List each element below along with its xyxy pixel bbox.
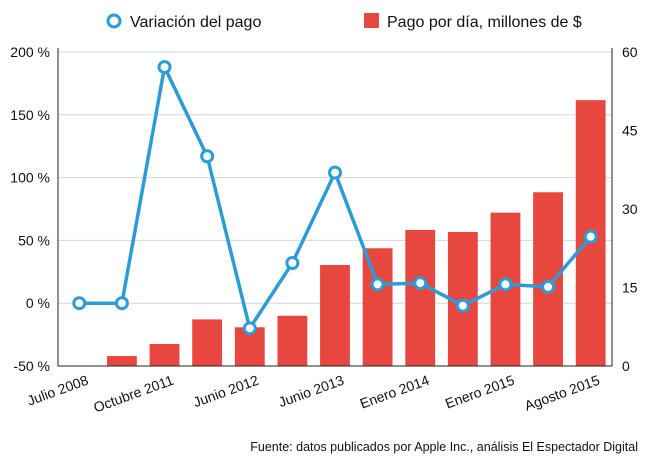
line-point-10 [498,277,513,292]
legend-line-marker [106,13,122,29]
x-tick-label-2: Octubre 2011 [91,372,175,416]
source-note: Fuente: datos publicados por Apple Inc.,… [250,440,638,454]
legend-bar-swatch [364,13,379,28]
bar-11 [533,192,563,366]
line-point-9 [455,298,470,313]
left-tick-label-4: 150 % [10,107,50,123]
right-tick-label-3: 45 [622,123,638,139]
line-point-2 [157,60,172,75]
line-point-8 [413,276,428,291]
bar-2 [149,344,180,366]
bar-8 [405,229,436,366]
bar-6 [320,264,350,366]
right-tick-label-1: 15 [622,280,638,296]
right-tick-label-2: 30 [622,201,638,217]
line-point-4 [242,321,257,336]
bar-7 [362,248,393,366]
line-point-1 [114,296,129,311]
legend-bar-label: Pago por día, millones de $ [387,14,582,31]
left-tick-label-3: 100 % [10,170,50,186]
x-tick-label-4: Junio 2012 [191,372,261,411]
x-tick-label-8: Enero 2014 [358,372,432,412]
left-tick-label-2: 50 % [18,232,50,248]
axes [57,48,613,367]
left-tick-label-1: 0 % [26,295,50,311]
x-tick-label-0: Julio 2008 [25,372,91,409]
bar-5 [277,315,308,366]
legend: Variación del pago Pago por día, millone… [106,13,582,31]
x-axis-ticks: Julio 2008 Octubre 2011 Junio 2012 Junio 20… [25,372,602,416]
x-tick-label-12: Agosto 2015 [522,372,602,414]
bar-3 [192,319,223,366]
x-tick-label-6: Junio 2013 [276,372,346,411]
x-tick-label-10: Enero 2015 [443,372,517,412]
line-point-12 [583,229,598,244]
line-point-7 [370,277,385,292]
line-series [72,60,598,336]
right-tick-label-4: 60 [622,44,638,60]
line-point-11 [541,279,556,294]
left-axis-ticks: -50 % 0 % 50 % 100 % 150 % 200 % [10,44,50,374]
bar-1 [107,356,137,366]
legend-line-label: Variación del pago [130,14,261,31]
right-axis-ticks: 0 15 30 45 60 [622,44,638,374]
line-point-3 [200,149,215,164]
legend-item-line: Variación del pago [106,13,261,31]
right-tick-label-0: 0 [622,358,630,374]
left-tick-label-0: -50 % [13,358,50,374]
left-tick-label-5: 200 % [10,44,50,60]
legend-item-bar: Pago por día, millones de $ [364,13,582,31]
line-point-6 [328,165,342,180]
line-point-5 [285,256,300,271]
line-point-0 [72,296,87,311]
